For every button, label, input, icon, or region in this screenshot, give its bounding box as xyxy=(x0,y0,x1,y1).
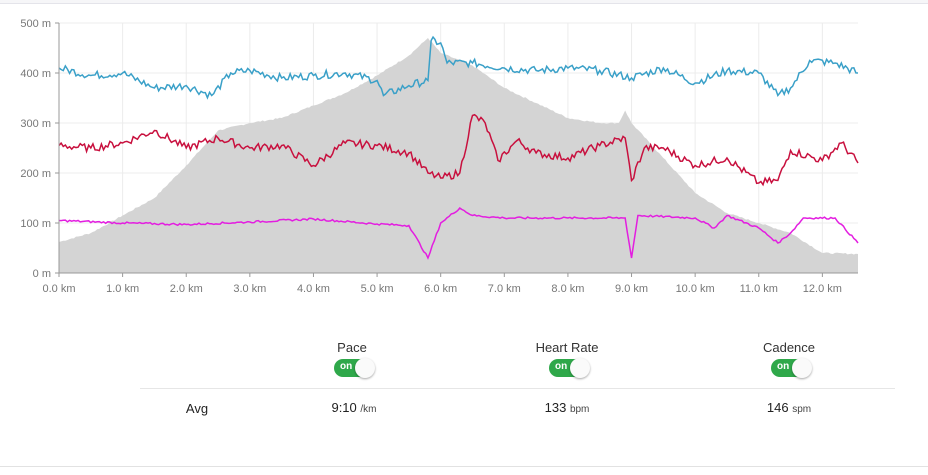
y-tick-label: 100 m xyxy=(20,218,51,230)
x-tick-label: 8.0 km xyxy=(551,283,584,295)
cadence-avg-unit: spm xyxy=(792,404,812,415)
heart-rate-avg-unit: bpm xyxy=(569,404,590,415)
heart-rate-avg: 133 bpm xyxy=(497,400,637,415)
x-tick-label: 6.0 km xyxy=(424,283,457,295)
pace-avg-value: 9:10 xyxy=(331,400,357,415)
x-tick-label: 12.0 km xyxy=(803,283,842,295)
x-tick-label: 0.0 km xyxy=(42,283,75,295)
divider xyxy=(140,388,895,389)
elevation-area xyxy=(59,38,858,273)
toggle-knob xyxy=(355,358,375,378)
pace-toggle-state: on xyxy=(340,361,353,372)
cadence-avg: 146 spm xyxy=(719,400,859,415)
cadence-line xyxy=(58,206,859,260)
cadence-toggle[interactable]: on xyxy=(771,358,812,378)
cadence-toggle-state: on xyxy=(777,361,790,372)
bottom-border xyxy=(0,466,928,467)
x-tick-label: 1.0 km xyxy=(106,283,139,295)
x-tick-label: 9.0 km xyxy=(615,283,648,295)
y-tick-label: 500 m xyxy=(20,18,51,30)
pace-avg: 9:10 /km xyxy=(284,400,424,415)
heart-rate-toggle[interactable]: on xyxy=(549,358,590,378)
x-tick-label: 3.0 km xyxy=(233,283,266,295)
pace-avg-unit: /km xyxy=(360,404,377,415)
heart-rate-avg-value: 133 xyxy=(544,400,567,415)
x-tick-label: 2.0 km xyxy=(170,283,203,295)
y-tick-label: 300 m xyxy=(20,118,51,130)
x-tick-label: 11.0 km xyxy=(740,283,778,295)
heart-rate-line xyxy=(58,113,859,187)
heart-rate-label: Heart Rate xyxy=(535,340,599,355)
x-tick-label: 10.0 km xyxy=(676,283,715,295)
y-tick-label: 400 m xyxy=(20,68,51,80)
y-tick-label: 200 m xyxy=(20,168,51,180)
pace-line xyxy=(58,35,859,100)
toggle-knob xyxy=(792,358,812,378)
x-tick-label: 4.0 km xyxy=(297,283,330,295)
cadence-avg-value: 146 xyxy=(766,400,789,415)
cadence-label: Cadence xyxy=(762,340,816,355)
x-tick-label: 7.0 km xyxy=(488,283,521,295)
toggle-knob xyxy=(570,358,590,378)
pace-label: Pace xyxy=(337,340,367,355)
heart-rate-toggle-state: on xyxy=(555,361,568,372)
x-tick-label: 5.0 km xyxy=(361,283,394,295)
y-tick-label: 0 m xyxy=(33,268,51,280)
elevation-chart: 0 m 100 m 200 m 300 m 400 m 500 m 0.0 km 1.0 km… xyxy=(20,18,859,295)
top-border xyxy=(0,0,928,4)
avg-label: Avg xyxy=(185,401,209,416)
pace-toggle[interactable]: on xyxy=(334,358,375,378)
